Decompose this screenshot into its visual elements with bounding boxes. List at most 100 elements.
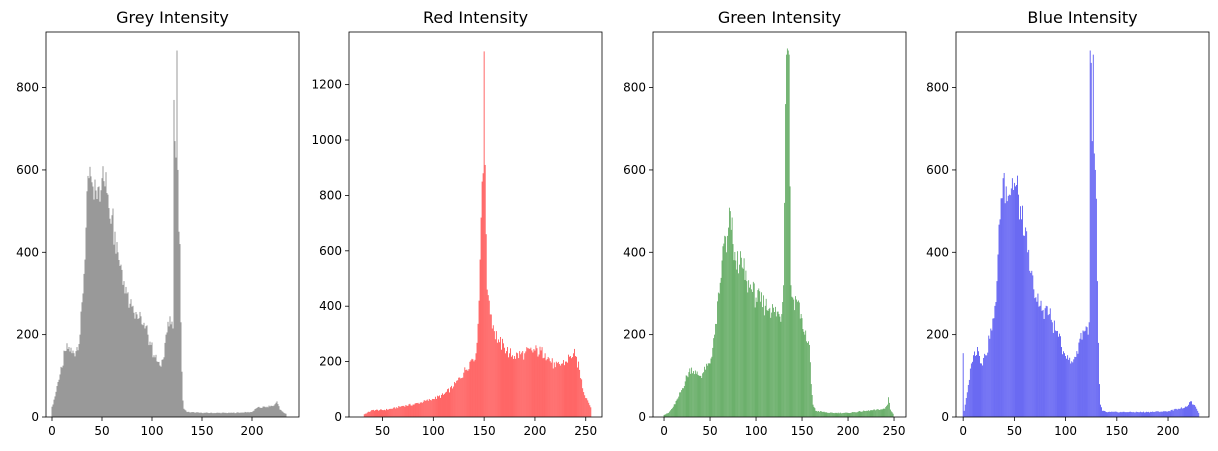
- histogram-bar: [1100, 404, 1101, 417]
- histogram-bar: [203, 412, 205, 417]
- histogram-bar: [866, 410, 867, 417]
- histogram-bar: [484, 164, 486, 417]
- histogram-bar: [888, 397, 889, 417]
- histogram-bar: [1083, 331, 1085, 417]
- histogram-bar: [1165, 411, 1167, 417]
- histogram-bar: [732, 244, 734, 417]
- histogram-bar: [115, 253, 117, 417]
- histogram-bar: [399, 406, 401, 417]
- histogram-bar: [1006, 201, 1008, 417]
- histogram-bar: [565, 361, 566, 417]
- histogram-bar: [825, 412, 827, 417]
- histogram-bar: [107, 194, 109, 417]
- histogram-bar: [516, 352, 518, 417]
- histogram-bar: [1138, 412, 1140, 417]
- histogram-bar: [890, 411, 892, 417]
- histogram-bar: [1132, 411, 1134, 417]
- histogram-bar: [975, 355, 976, 417]
- x-tick-label: 100: [422, 424, 445, 438]
- histogram-bar: [701, 378, 703, 417]
- histogram-bar: [67, 348, 69, 417]
- histogram-bar: [376, 409, 377, 417]
- histogram-bar: [166, 332, 168, 417]
- histogram-bar: [120, 264, 122, 417]
- histogram-bar: [987, 352, 989, 417]
- histogram-bar: [406, 405, 408, 417]
- histogram-bar: [856, 412, 858, 417]
- histogram-bar: [864, 410, 865, 417]
- histogram-bar: [409, 403, 411, 417]
- histogram-bar: [265, 407, 267, 417]
- histogram-bar: [222, 412, 224, 417]
- histogram-bar: [225, 412, 227, 417]
- histogram-bar: [1139, 411, 1141, 417]
- histogram-bar: [1021, 219, 1022, 417]
- histogram-bar: [1112, 411, 1114, 417]
- x-tick-label: 100: [1054, 424, 1077, 438]
- histogram-bar: [1018, 194, 1019, 417]
- histogram-bar: [444, 393, 445, 417]
- y-tick-label: 400: [926, 245, 949, 259]
- histogram-bar: [1142, 412, 1143, 417]
- histogram-bar: [797, 300, 799, 417]
- histogram-bar: [433, 399, 435, 417]
- histogram-bar: [281, 411, 283, 417]
- histogram-bar: [763, 315, 765, 417]
- histogram-bar: [110, 223, 112, 417]
- histogram-bar: [539, 346, 541, 417]
- histogram-bar: [194, 412, 196, 417]
- histogram-bar: [994, 305, 996, 417]
- x-tick-label: 100: [141, 424, 164, 438]
- histogram-bar: [459, 377, 461, 417]
- histogram-bar: [1131, 412, 1133, 417]
- histogram-bar: [881, 409, 883, 417]
- histogram-bar: [855, 412, 857, 417]
- histogram-bar: [1128, 411, 1130, 417]
- histogram-bar: [862, 411, 864, 417]
- histogram-bar: [511, 356, 512, 417]
- histogram-bar: [284, 413, 286, 417]
- histogram-bar: [552, 368, 554, 417]
- histogram-bar: [774, 312, 775, 417]
- histogram-bar: [590, 407, 592, 417]
- histogram-bar: [740, 257, 742, 417]
- histogram-bar: [785, 104, 786, 417]
- histogram-bar: [830, 412, 831, 417]
- histogram-bar: [106, 193, 108, 417]
- histogram-bar: [1110, 411, 1112, 417]
- histogram-bar: [574, 348, 575, 417]
- histogram-bar: [870, 410, 872, 417]
- histogram-bar: [512, 355, 513, 417]
- histogram-bar: [571, 358, 572, 417]
- histogram-bar: [1009, 195, 1011, 417]
- histogram-bar: [424, 400, 426, 417]
- histogram-bar: [187, 411, 189, 417]
- histogram-bar: [1122, 411, 1124, 417]
- histogram-bar: [77, 350, 79, 417]
- histogram-bar: [402, 405, 404, 417]
- histogram-bar: [412, 404, 414, 417]
- histogram-bar: [405, 404, 407, 417]
- histogram-bar: [100, 190, 102, 417]
- histogram-bar: [164, 342, 166, 417]
- histogram-bar: [540, 350, 542, 417]
- histogram-bar: [467, 370, 469, 417]
- histogram-bar: [216, 412, 218, 417]
- histogram-bar: [95, 190, 97, 417]
- histogram-bar: [758, 288, 760, 417]
- histogram-bar: [794, 310, 796, 417]
- histogram-bar: [196, 412, 198, 417]
- histogram-bar: [1151, 411, 1153, 417]
- histogram-bar: [842, 413, 843, 417]
- histogram-bar: [236, 412, 238, 417]
- x-tick-label: 200: [241, 424, 264, 438]
- histogram-bar: [765, 298, 767, 417]
- histogram-bar: [1197, 410, 1199, 417]
- histogram-bar: [714, 334, 716, 417]
- histogram-bar: [1000, 198, 1002, 417]
- histogram-bar: [89, 166, 91, 417]
- histogram-bar: [1071, 361, 1073, 417]
- histogram-bar: [272, 406, 274, 417]
- histogram-bar: [98, 186, 100, 417]
- histogram-bar: [690, 373, 692, 417]
